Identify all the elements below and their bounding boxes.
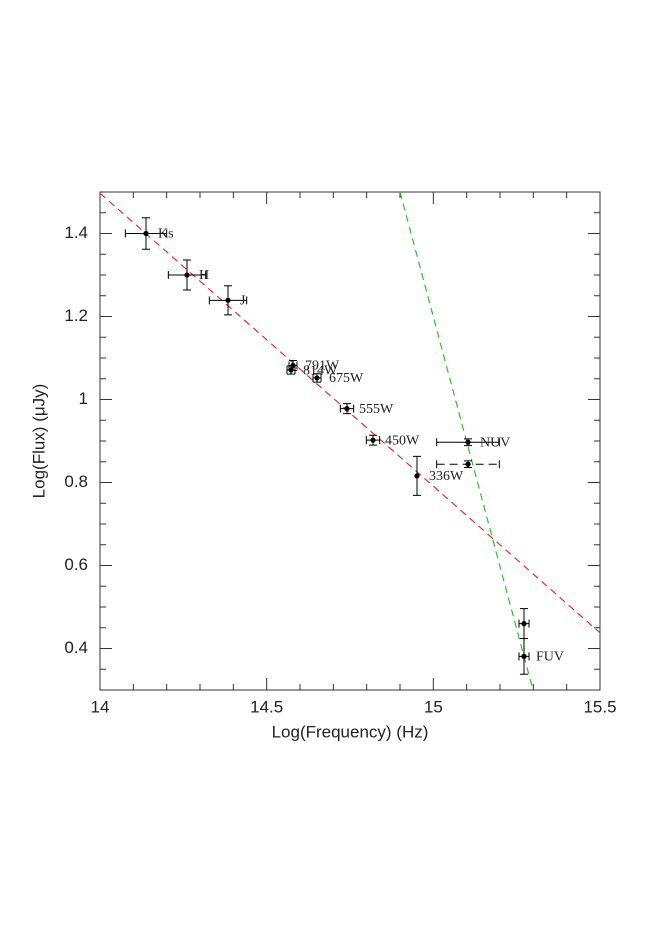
- x-axis-label: Log(Frequency) (Hz): [272, 722, 429, 741]
- plot-area: [100, 192, 600, 690]
- y-tick-label: 1: [79, 389, 88, 408]
- x-tick-label: 14.5: [250, 697, 283, 716]
- y-tick-label: 1.2: [64, 306, 88, 325]
- point-label: 555W: [359, 402, 394, 417]
- y-tick-label: 1.4: [64, 223, 88, 242]
- data-point: [344, 406, 350, 412]
- point-label: FUV: [536, 650, 564, 665]
- data-point: [465, 439, 471, 445]
- data-point: [184, 272, 190, 278]
- point-label: 336W: [429, 469, 464, 484]
- point-label: 814W: [303, 363, 338, 378]
- fit-line: [100, 192, 600, 634]
- point-label: H: [199, 268, 209, 283]
- x-tick-label: 15: [424, 697, 443, 716]
- y-tick-label: 0.4: [64, 638, 88, 657]
- point-label: NUV: [480, 435, 510, 450]
- data-point: [521, 621, 527, 627]
- data-point: [370, 437, 376, 443]
- y-tick-label: 0.8: [64, 472, 88, 491]
- data-point: [314, 375, 320, 381]
- point-label: Ks: [158, 227, 174, 242]
- y-axis-label: Log(Flux) (μJy): [29, 384, 48, 499]
- data-point: [143, 230, 149, 237]
- data-point: [521, 653, 527, 659]
- data-point: [465, 461, 471, 467]
- data-point: [288, 367, 294, 373]
- plot-frame: [99, 191, 601, 691]
- x-tick-label: 14: [91, 697, 110, 716]
- data-point: [225, 297, 231, 303]
- y-tick-label: 0.6: [64, 555, 88, 574]
- point-label: 675W: [329, 371, 364, 386]
- point-label: J: [240, 294, 246, 309]
- data-point: [414, 473, 420, 479]
- x-tick-label: 15.5: [583, 697, 616, 716]
- point-label: 791W: [305, 359, 340, 374]
- point-label: 450W: [385, 433, 420, 448]
